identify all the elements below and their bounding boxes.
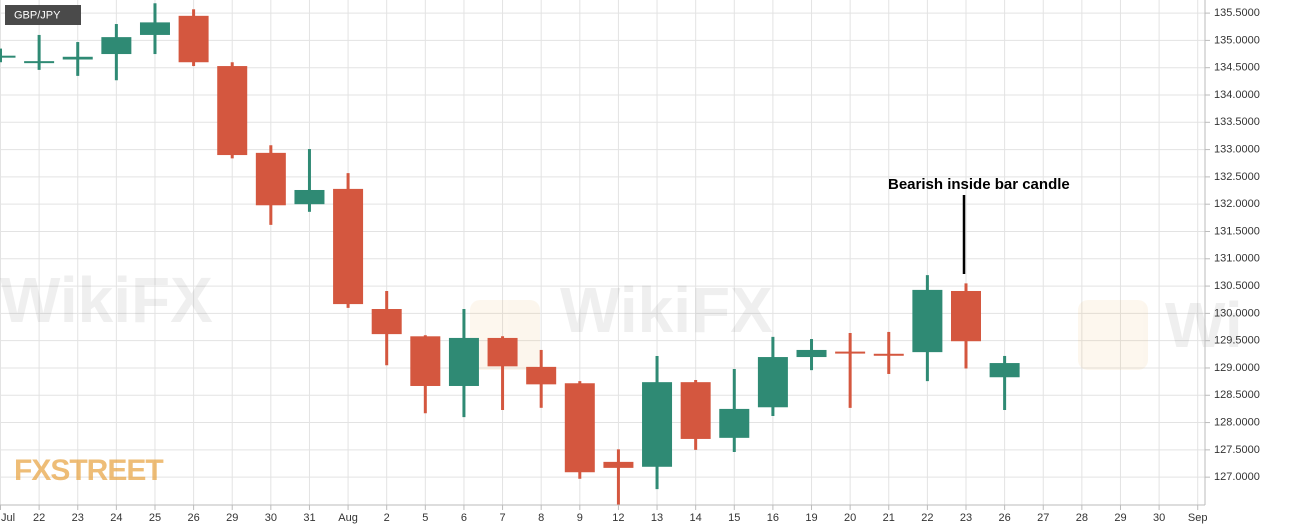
- symbol: GBP/JPY: [14, 9, 61, 21]
- x-tick-label: 27: [1037, 512, 1049, 524]
- candle-body: [101, 37, 132, 55]
- x-tick-label: 24: [110, 512, 122, 524]
- y-tick-label: 133.5000: [1214, 116, 1260, 128]
- candle-body: [873, 353, 904, 356]
- brand: FXSTREET: [14, 454, 163, 487]
- y-tick-label: 129.5000: [1214, 335, 1260, 347]
- candle-body: [757, 357, 788, 408]
- x-tick-label: 29: [1114, 512, 1126, 524]
- y-tick-label: 128.0000: [1214, 416, 1260, 428]
- y-tick-label: 128.5000: [1214, 389, 1260, 401]
- x-tick-label: 22: [33, 512, 45, 524]
- annotation: Bearish inside bar candle: [888, 176, 1070, 193]
- candle-body: [989, 363, 1020, 378]
- symbol-box: [5, 5, 81, 25]
- x-tick-label: 26: [187, 512, 199, 524]
- candles: [0, 3, 1020, 505]
- x-tick-label: 30: [265, 512, 277, 524]
- candle-body: [217, 66, 248, 156]
- watermark: WikiFX: [560, 274, 773, 346]
- candle-body: [642, 382, 673, 467]
- candle-body: [680, 382, 711, 439]
- candle-body: [294, 189, 325, 205]
- y-tick-label: 135.0000: [1214, 34, 1260, 46]
- watermark: Wi: [1165, 289, 1243, 361]
- candle-body: [564, 383, 595, 473]
- candle-body: [796, 349, 827, 358]
- candle-body: [719, 408, 750, 438]
- x-tick-label: 25: [149, 512, 161, 524]
- candle-body: [410, 336, 441, 386]
- candle-body: [603, 461, 634, 468]
- candle-body: [526, 366, 557, 385]
- x-tick-label: 8: [538, 512, 544, 524]
- y-tick-label: 133.0000: [1214, 143, 1260, 155]
- y-tick-label: 134.5000: [1214, 62, 1260, 74]
- x-tick-label: Aug: [338, 512, 358, 524]
- x-tick-label: 20: [844, 512, 856, 524]
- candle-body: [24, 61, 55, 64]
- x-tick-label: Jul: [1, 512, 15, 524]
- candle-body: [835, 351, 866, 354]
- x-tick-label: 26: [998, 512, 1010, 524]
- y-tick-label: 127.0000: [1214, 471, 1260, 483]
- y-tick-label: 134.0000: [1214, 89, 1260, 101]
- candle-body: [912, 289, 943, 353]
- x-tick-label: 7: [499, 512, 505, 524]
- x-tick-label: 5: [422, 512, 428, 524]
- y-tick-label: 132.0000: [1214, 198, 1260, 210]
- y-tick-label: 135.5000: [1214, 7, 1260, 19]
- candle-body: [178, 15, 209, 63]
- candle-body: [371, 309, 402, 335]
- candle-body: [62, 56, 93, 60]
- candle-body: [139, 22, 170, 35]
- x-tick-label: 6: [461, 512, 467, 524]
- x-tick-label: 12: [612, 512, 624, 524]
- y-tick-label: 130.5000: [1214, 280, 1260, 292]
- candle-body: [255, 152, 286, 206]
- x-tick-label: 31: [303, 512, 315, 524]
- x-tick-label: Sep: [1188, 512, 1208, 524]
- y-tick-label: 129.0000: [1214, 362, 1260, 374]
- x-tick-label: 9: [577, 512, 583, 524]
- x-tick-label: 21: [883, 512, 895, 524]
- x-tick-label: 30: [1153, 512, 1165, 524]
- x-tick-label: 29: [226, 512, 238, 524]
- y-tick-label: 132.5000: [1214, 171, 1260, 183]
- x-tick-label: 22: [921, 512, 933, 524]
- y-tick-label: 127.5000: [1214, 444, 1260, 456]
- x-tick-label: 23: [72, 512, 84, 524]
- x-tick-label: 13: [651, 512, 663, 524]
- x-tick-label: 2: [384, 512, 390, 524]
- watermark: WikiFX: [0, 264, 213, 336]
- watermark-logo: [1078, 300, 1148, 370]
- watermark-logo: [470, 300, 540, 370]
- y-tick-label: 131.0000: [1214, 253, 1260, 265]
- y-tick-label: 131.5000: [1214, 225, 1260, 237]
- candle-body: [951, 290, 981, 342]
- watermarks: WikiFX WikiFX Wi: [0, 264, 1243, 370]
- candle-body: [448, 337, 479, 386]
- x-tick-label: 14: [690, 512, 702, 524]
- x-tick-label: 19: [805, 512, 817, 524]
- candle-body: [333, 188, 364, 305]
- candle-body: [487, 337, 518, 367]
- x-tick-label: 28: [1076, 512, 1088, 524]
- x-tick-label: 23: [960, 512, 972, 524]
- plot-background: [0, 0, 1205, 505]
- y-tick-label: 130.0000: [1214, 307, 1260, 319]
- x-tick-label: 15: [728, 512, 740, 524]
- x-tick-label: 16: [767, 512, 779, 524]
- candle-body: [0, 55, 16, 58]
